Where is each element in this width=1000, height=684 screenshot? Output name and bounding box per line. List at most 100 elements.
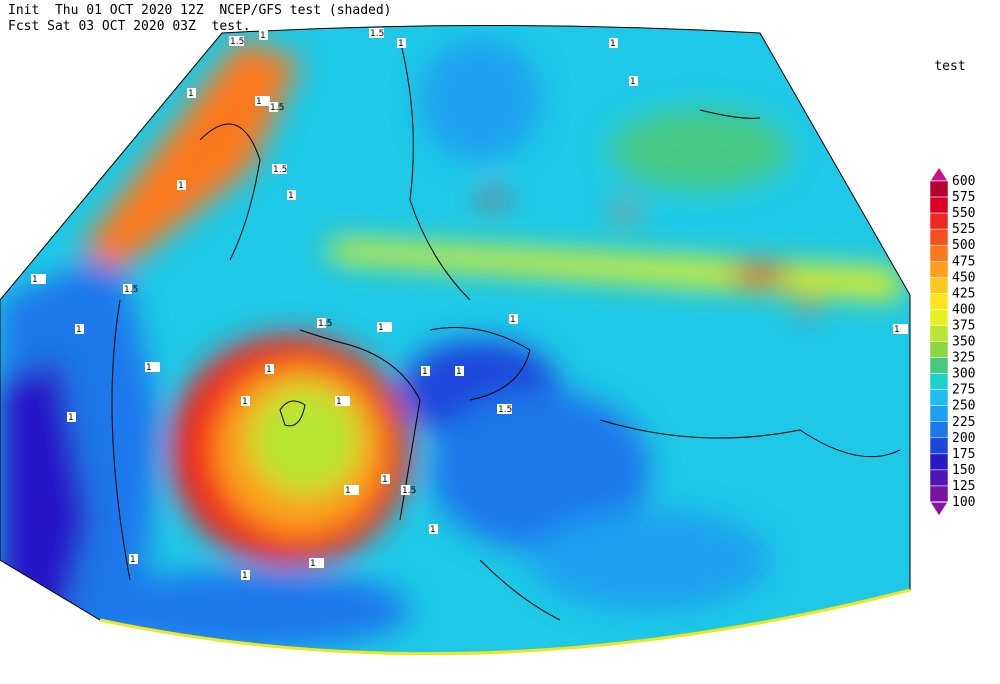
contour-label-box (397, 38, 406, 48)
contour-label-box (177, 180, 186, 190)
colorbar-box (929, 485, 949, 503)
colorbar-box (929, 357, 949, 374)
colorbar-box (929, 373, 949, 390)
contour-label-box (609, 38, 618, 48)
contour-label-box (255, 96, 270, 106)
contour-label-box (377, 322, 392, 332)
contour-label: 1.5 (230, 37, 244, 47)
map-edge (99, 588, 911, 656)
colorbar-label: 575 (952, 190, 975, 205)
contour-label-box (401, 485, 410, 495)
contour-label: 1 (242, 571, 248, 581)
colorbar-label: 600 (952, 174, 975, 189)
colorbar-label: 275 (952, 383, 975, 398)
colorbar-label: 175 (952, 447, 975, 462)
colorbar-box (929, 469, 949, 487)
colorbar-label: 525 (952, 222, 975, 237)
contour-label: 1 (378, 323, 384, 333)
contour-label-box (145, 362, 160, 372)
colorbar-label: 375 (952, 318, 975, 333)
contour-label: 1 (178, 181, 184, 191)
colorbar-title: test (934, 59, 965, 74)
contour-label-box (272, 164, 287, 174)
colorbar-box (929, 341, 949, 358)
colorbar-label: 350 (952, 335, 975, 350)
colorbar-box (929, 196, 949, 214)
contour-label: 1.5 (402, 486, 416, 496)
contour-label: 1 (894, 325, 900, 335)
contour-label: 1 (510, 315, 516, 325)
contour-label: 1 (336, 397, 342, 407)
contour-label: 1 (382, 475, 388, 485)
colorbar-label: 225 (952, 415, 975, 430)
contour-label: 1 (266, 365, 272, 375)
contour-label-box (317, 318, 326, 328)
contour-label: 1.5 (498, 405, 512, 415)
contour-label: 1 (68, 413, 74, 423)
contour-label: 1.5 (124, 285, 138, 295)
header-line: Fcst Sat 03 OCT 2020 03Z test. (8, 19, 251, 34)
contour-label: 1 (242, 397, 248, 407)
contour-label: 1.5 (370, 29, 384, 39)
contour-label-box (421, 366, 430, 376)
contour-label-box (455, 366, 464, 376)
colorbar-label: 400 (952, 302, 975, 317)
colorbar-box (929, 453, 949, 471)
colorbar-box (929, 261, 949, 278)
contour-label-box (241, 396, 250, 406)
colorbar-label: 100 (952, 495, 975, 510)
colorbar-label: 450 (952, 270, 975, 285)
contour-label: 1 (310, 559, 316, 569)
contour-label-box (335, 396, 350, 406)
contour-label-box (381, 474, 390, 484)
contour-label-box (369, 28, 384, 38)
contour-label-box (259, 30, 268, 40)
colorbar-label: 300 (952, 367, 975, 382)
colorbar-box (929, 244, 949, 262)
contour-label-box (265, 364, 274, 374)
header-line: Init Thu 01 OCT 2020 12Z NCEP/GFS test (… (8, 3, 392, 18)
colorbar-label: 150 (952, 463, 975, 478)
contour-label-box (269, 102, 278, 112)
contour-label-box (123, 284, 132, 294)
contour-label-box (229, 36, 244, 46)
contour-label: 1.5 (273, 165, 287, 175)
contour-label: 1 (32, 275, 38, 285)
contour-label-box (509, 314, 518, 324)
contour-label-box (629, 76, 638, 86)
contour-label-box (344, 485, 359, 495)
colorbar-arrow (929, 166, 949, 182)
contour-label-box (429, 524, 438, 534)
contour-label-box (497, 404, 512, 414)
colorbar-arrow (929, 501, 949, 517)
contour-label: 1.5 (270, 103, 284, 113)
colorbar-label: 425 (952, 286, 975, 301)
contour-label: 1 (630, 77, 636, 87)
colorbar-box (929, 212, 949, 230)
contour-label: 1 (256, 97, 262, 107)
contour-label-box (893, 324, 908, 334)
contour-label: 1 (260, 31, 266, 41)
colorbar-box (929, 180, 949, 198)
colorbar-label: 325 (952, 351, 975, 366)
colorbar-label: 550 (952, 206, 975, 221)
contour-label: 1 (188, 89, 194, 99)
contour-label-box (309, 558, 324, 568)
colorbar: 6005755505255004754504254003753503253002… (929, 166, 975, 517)
colorbar-box (929, 325, 949, 342)
contour-label-box (287, 190, 296, 200)
colorbar-box (929, 277, 949, 294)
contour-label: 1 (456, 367, 462, 377)
contour-label-box (241, 570, 250, 580)
colorbar-label: 125 (952, 479, 975, 494)
colorbar-label: 200 (952, 431, 975, 446)
colorbar-box (929, 437, 949, 455)
colorbar-label: 500 (952, 238, 975, 253)
colorbar-label: 250 (952, 399, 975, 414)
contour-label: 1 (76, 325, 82, 335)
contour-label: 1.5 (318, 319, 332, 329)
contour-label: 1 (422, 367, 428, 377)
colorbar-label: 475 (952, 254, 975, 269)
